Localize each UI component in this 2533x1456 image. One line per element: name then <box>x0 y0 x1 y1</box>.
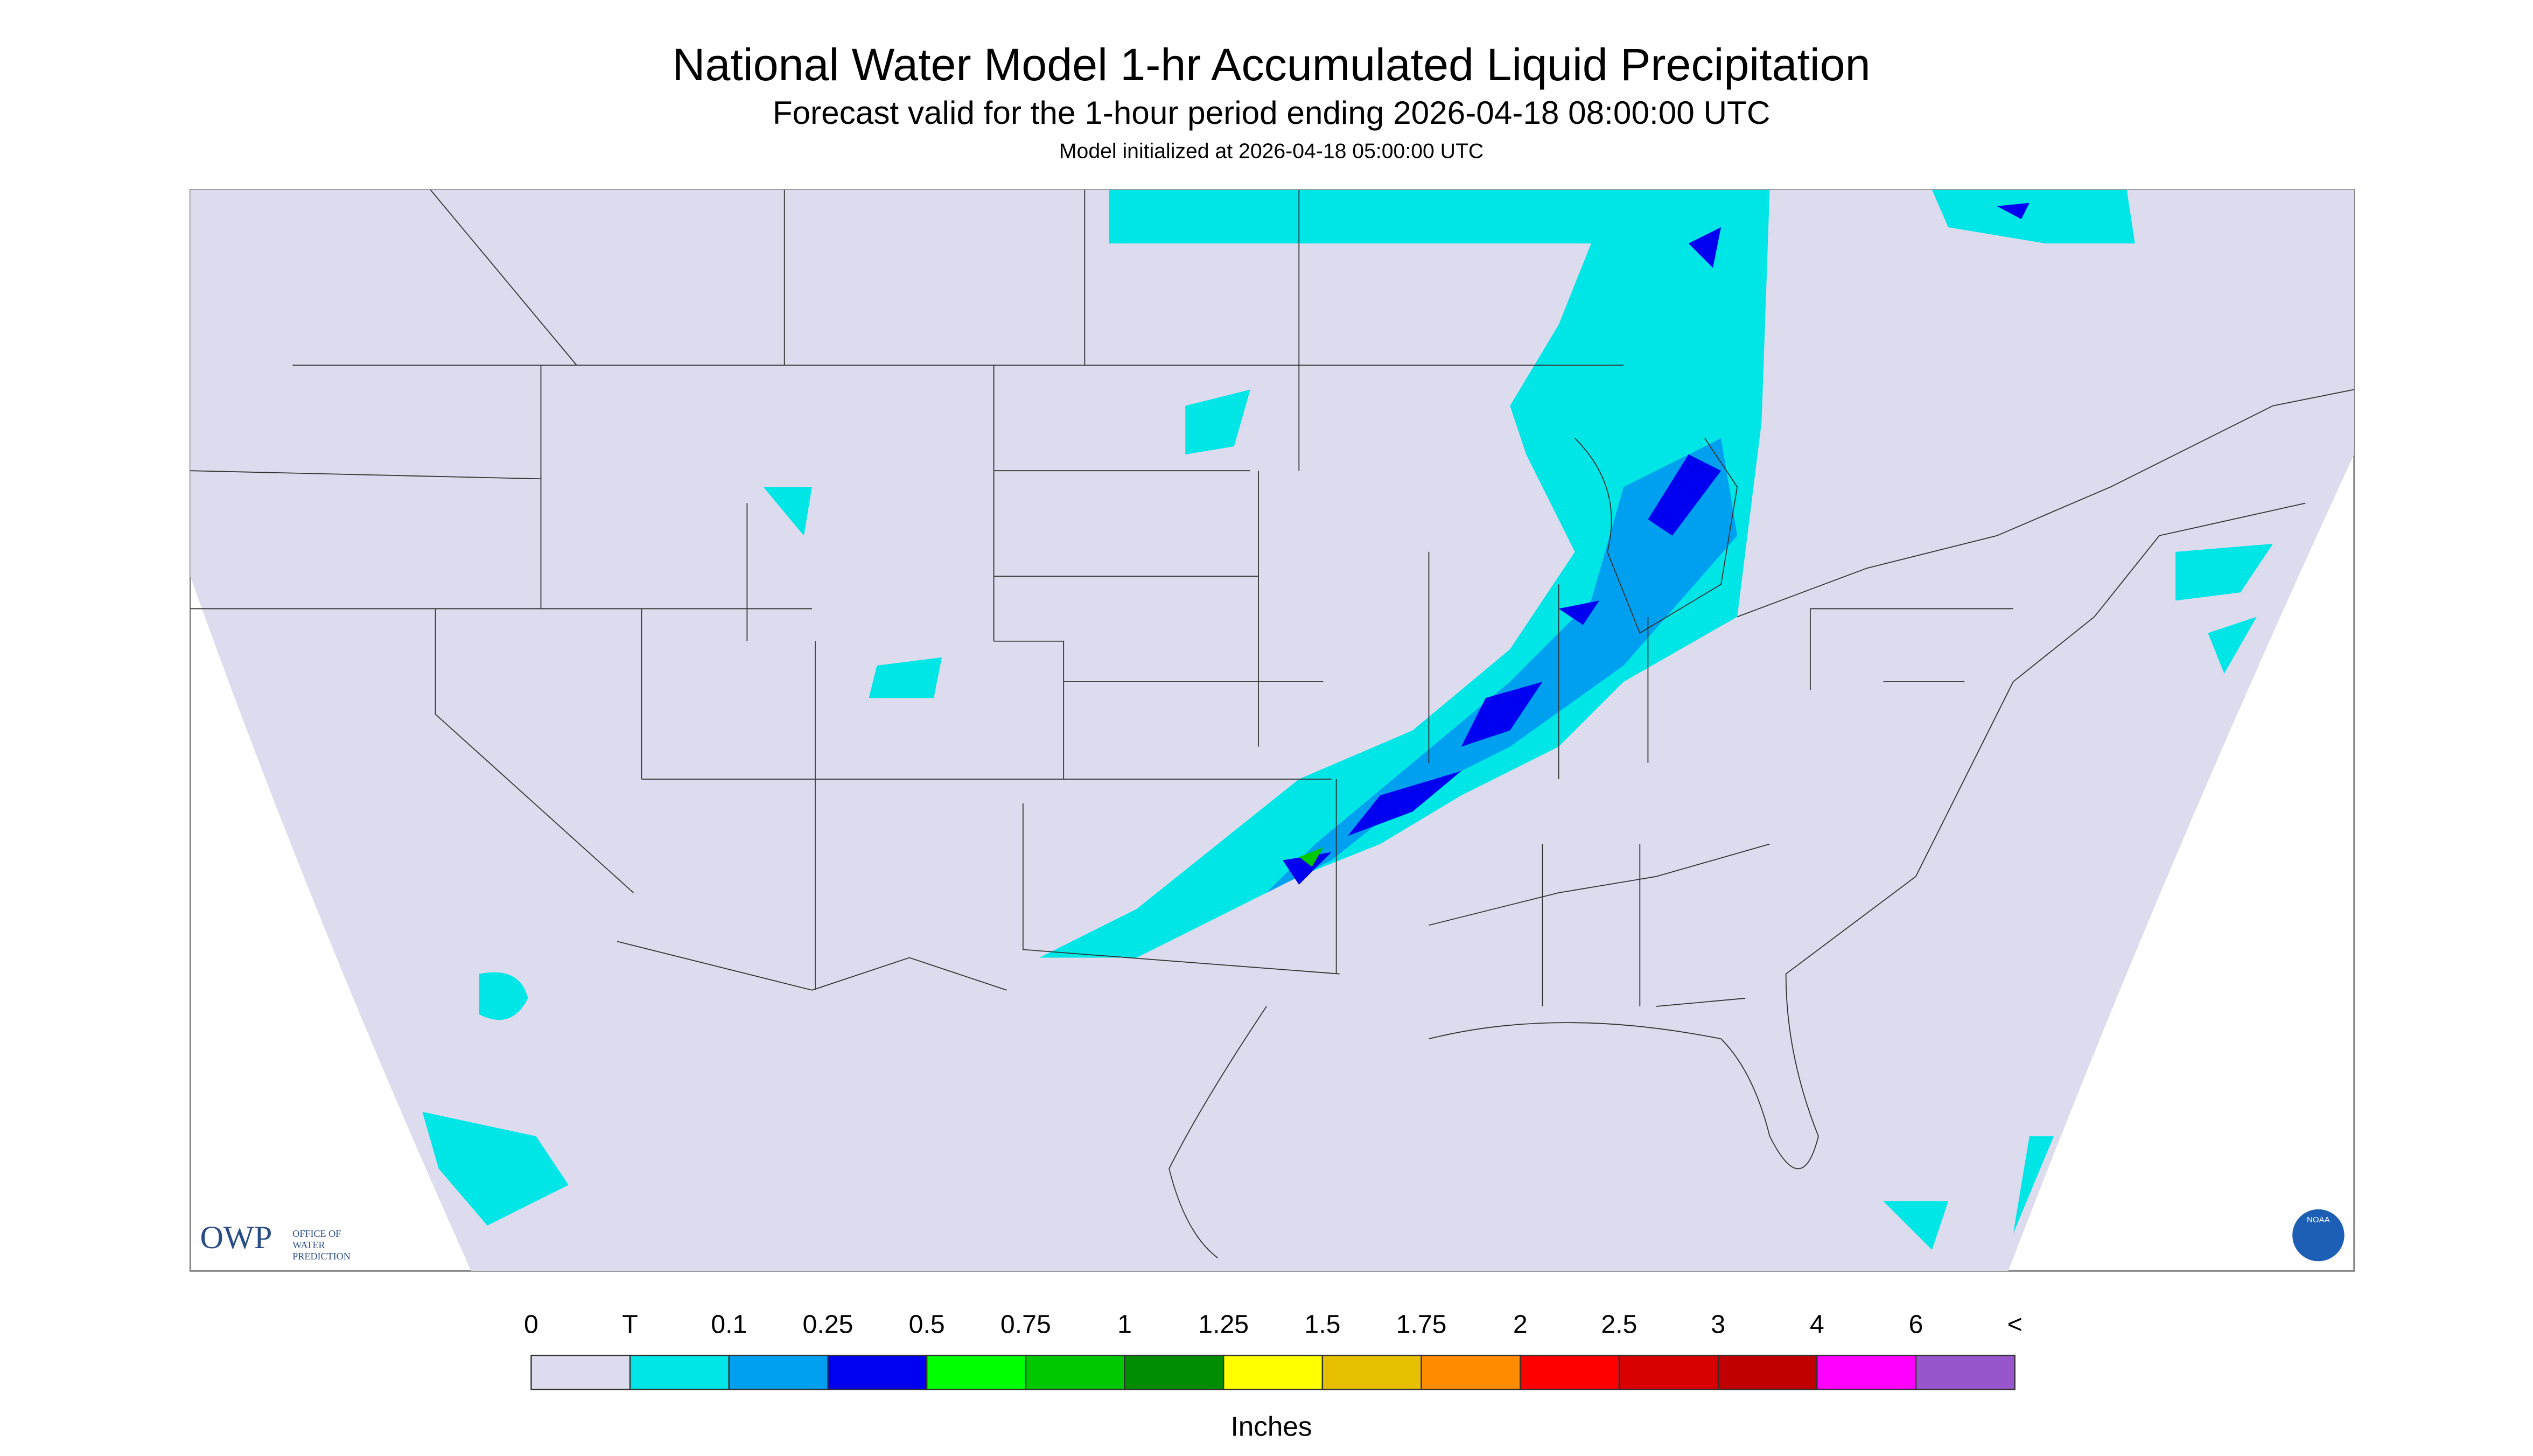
legend-label: < <box>2007 1310 2023 1339</box>
legend-label: 0 <box>524 1310 538 1339</box>
legend-swatch <box>1816 1354 1917 1390</box>
legend-label: 1.75 <box>1396 1310 1447 1339</box>
legend-label: 0.1 <box>711 1310 747 1339</box>
noaa-text: NOAA <box>2307 1215 2331 1224</box>
legend: 0 T 0.1 0.25 0.5 0.75 1 1.25 1.5 1.75 2 2.5 3 4 6 < <box>524 1310 2023 1390</box>
legend-swatch <box>827 1354 928 1390</box>
legend-label: T <box>622 1310 638 1339</box>
owp-office: WATER <box>292 1240 325 1250</box>
legend-label: 4 <box>1810 1310 1824 1339</box>
legend-label: 6 <box>1909 1310 1923 1339</box>
legend-swatch <box>1025 1354 1125 1390</box>
legend-label: 1.25 <box>1198 1310 1249 1339</box>
legend-label: 0.5 <box>909 1310 945 1339</box>
map-domain <box>190 190 2354 1271</box>
legend-label: 1 <box>1117 1310 1132 1339</box>
legend-label: 2.5 <box>1601 1310 1637 1339</box>
legend-swatch <box>1321 1354 1422 1390</box>
title: National Water Model 1-hr Accumulated Li… <box>673 39 1871 90</box>
map: OWP OFFICE OF WATER PREDICTION NOAA <box>189 189 2355 1272</box>
legend-swatch <box>1520 1354 1620 1390</box>
precipitation <box>422 190 2273 1250</box>
legend-swatch <box>530 1354 631 1390</box>
legend-label: 0.75 <box>1000 1310 1051 1339</box>
owp-office: OFFICE OF <box>292 1228 341 1239</box>
legend-swatch <box>1223 1354 1324 1390</box>
legend-swatch <box>629 1354 730 1390</box>
legend-label: 0.25 <box>803 1310 853 1339</box>
legend-label: 3 <box>1711 1310 1725 1339</box>
legend-swatch <box>1717 1354 1818 1390</box>
borders <box>190 190 2354 1258</box>
subtitle: Forecast valid for the 1-hour period end… <box>773 94 1771 131</box>
legend-label: 2 <box>1513 1310 1528 1339</box>
noaa-logo <box>2292 1209 2345 1262</box>
legend-label: 1.5 <box>1304 1310 1340 1339</box>
legend-swatch <box>728 1354 829 1390</box>
owp-logo: OWP <box>200 1220 272 1256</box>
legend-swatch <box>1124 1354 1224 1390</box>
init-time: Model initialized at 2026-04-18 05:00:00… <box>1059 140 1484 163</box>
legend-unit: Inches <box>1231 1411 1312 1441</box>
legend-swatch <box>926 1354 1027 1390</box>
owp-office: PREDICTION <box>292 1251 350 1262</box>
legend-swatch <box>1915 1354 2016 1390</box>
legend-swatch <box>1421 1354 1521 1390</box>
legend-swatch <box>1618 1354 1719 1390</box>
